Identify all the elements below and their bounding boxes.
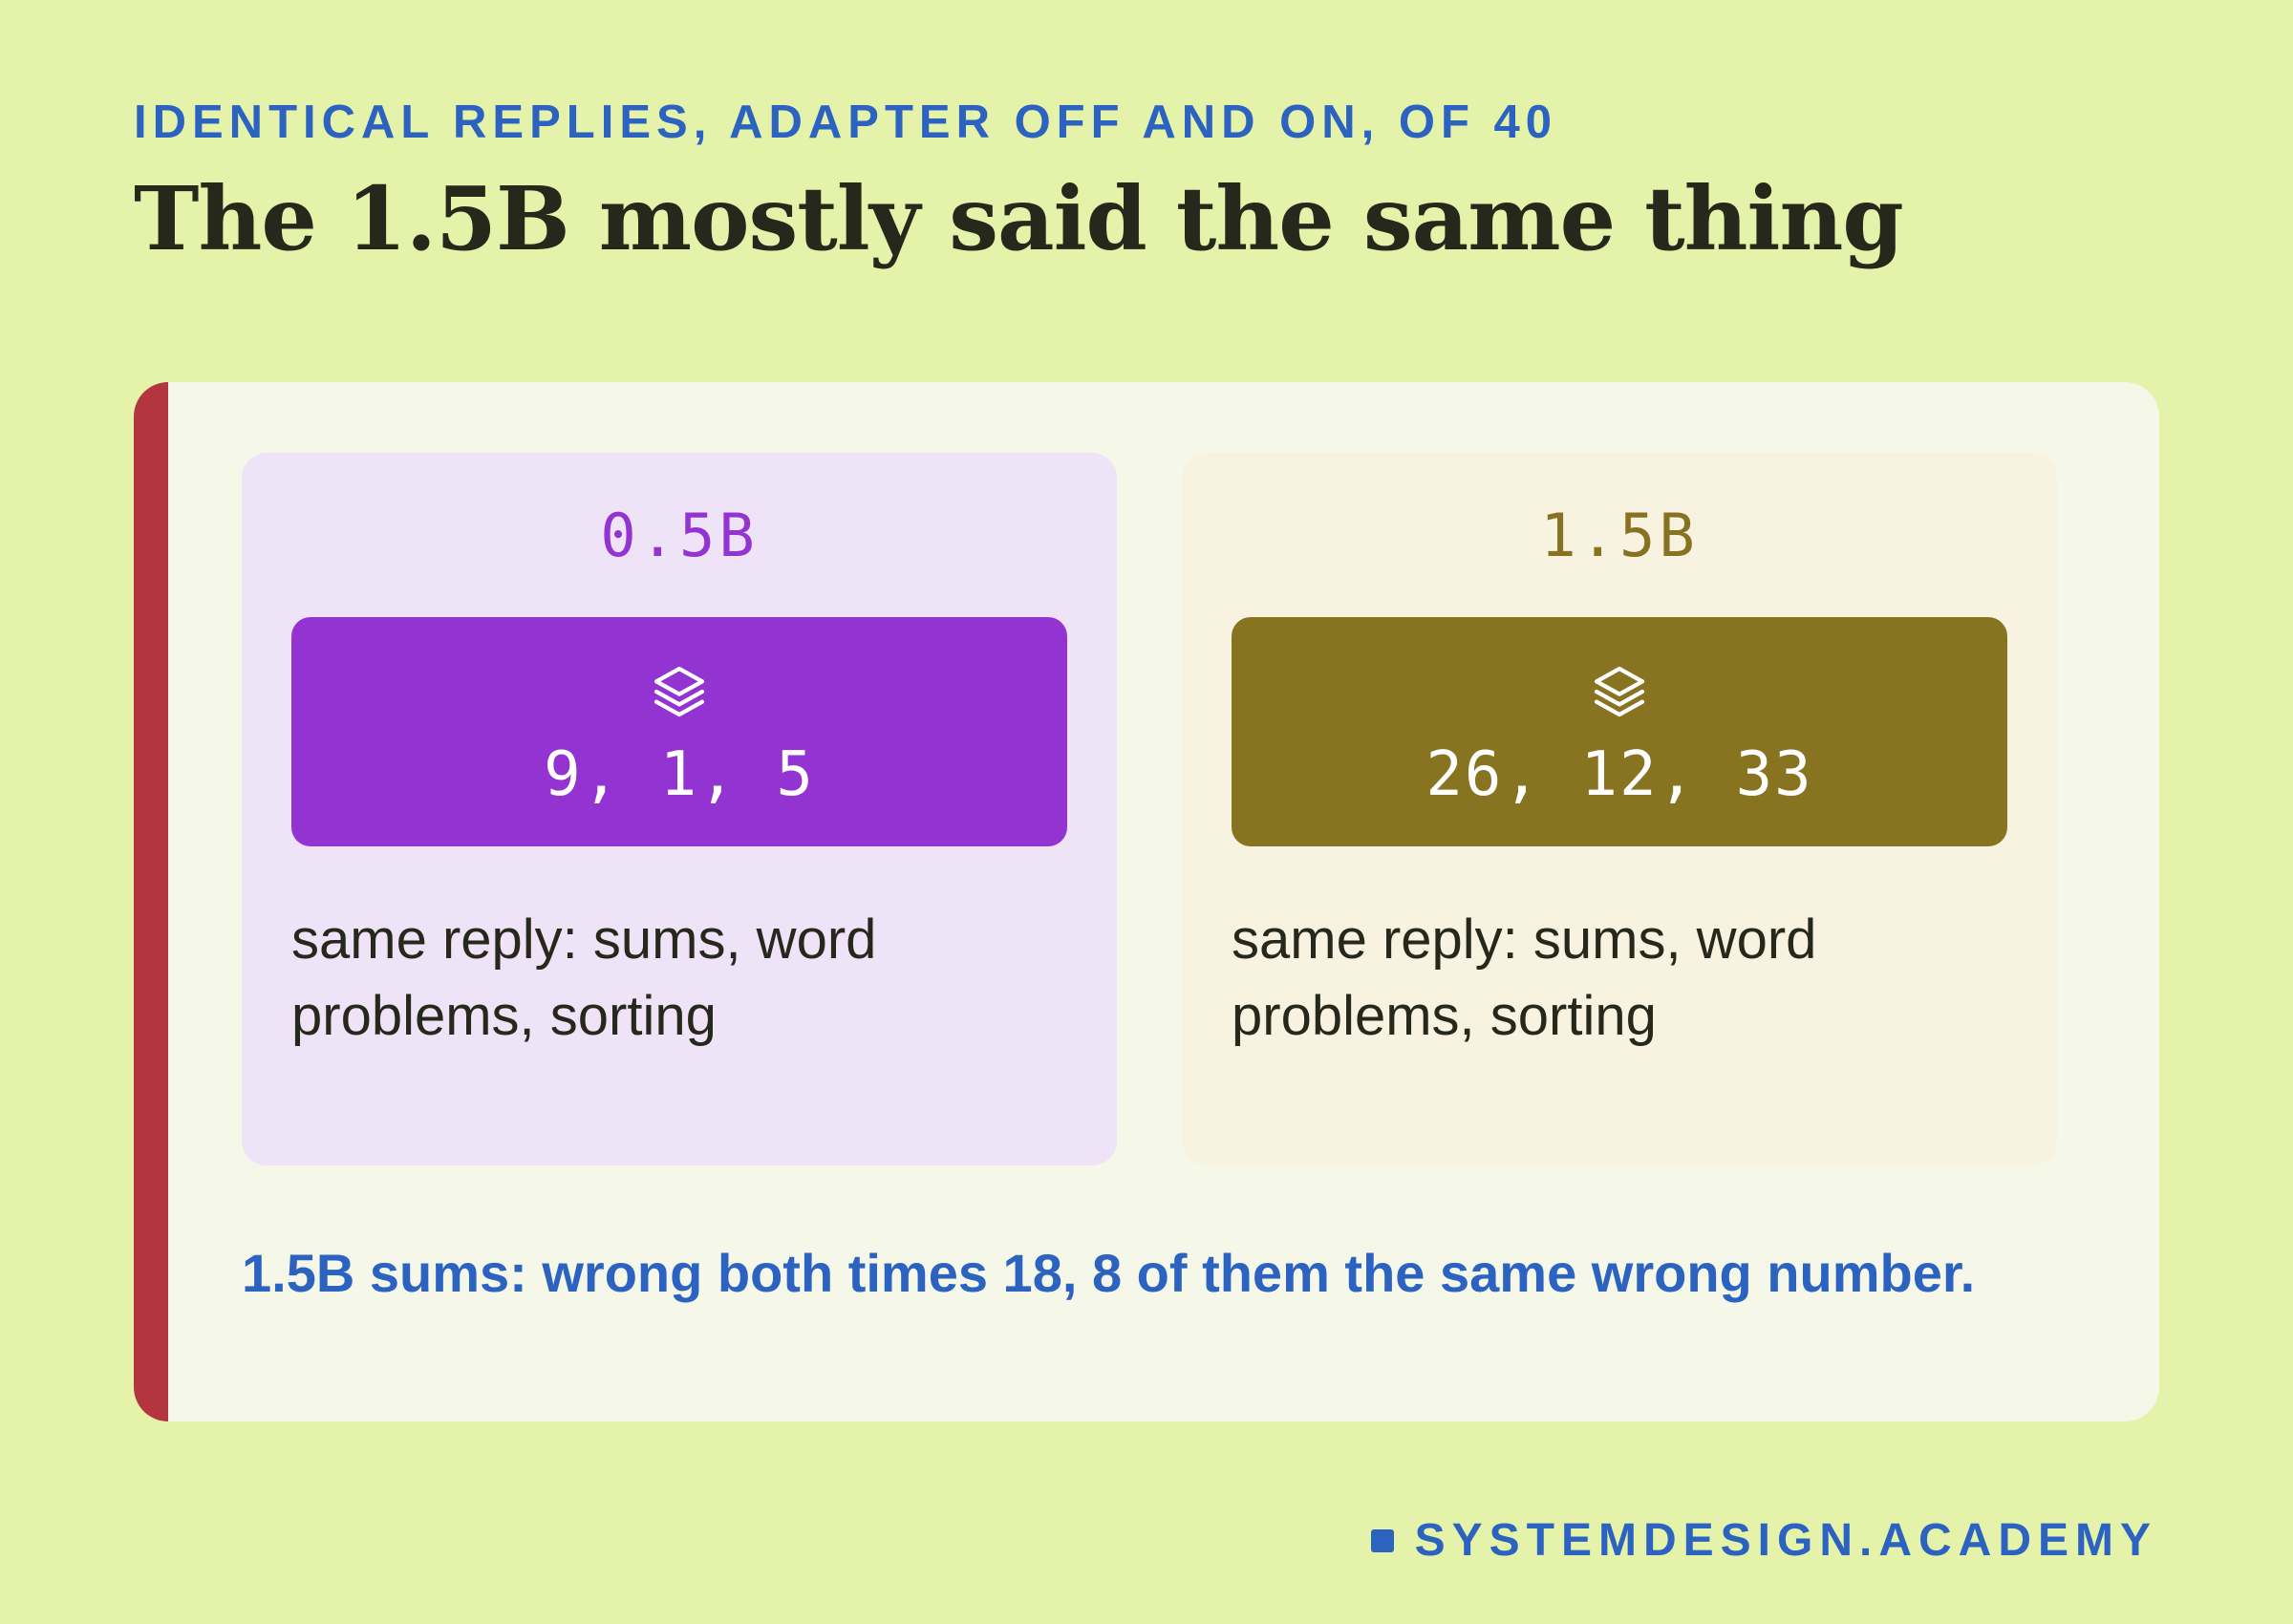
footnote: 1.5B sums: wrong both times 18, 8 of the… [242, 1243, 1976, 1303]
comparison-card: 0.5B 9, 1, 5 same reply: sums, word prob… [134, 382, 2159, 1421]
brand-text: SYSTEMDESIGN.ACADEMY [1414, 1515, 2157, 1566]
layers-icon [1594, 666, 1645, 717]
panel-note: same reply: sums, word problems, sorting [1232, 908, 1817, 1047]
identical-counts: 9, 1, 5 [544, 739, 815, 810]
identical-counts: 26, 12, 33 [1425, 739, 1813, 810]
value-block: 9, 1, 5 [291, 617, 1067, 846]
eyebrow-text: IDENTICAL REPLIES, ADAPTER OFF AND ON, O… [134, 96, 1558, 148]
panel-1-5b: 1.5B 26, 12, 33 same reply: sums, word p… [1182, 453, 2057, 1165]
brand-mark: SYSTEMDESIGN.ACADEMY [1370, 1514, 2157, 1567]
brand-square-icon [1370, 1528, 1394, 1552]
page-title: The 1.5B mostly said the same thing [134, 167, 1904, 270]
panel-note: same reply: sums, word problems, sorting [291, 908, 877, 1047]
layers-icon [654, 666, 705, 717]
panel-0-5b: 0.5B 9, 1, 5 same reply: sums, word prob… [242, 453, 1117, 1165]
panel-label: 0.5B [600, 501, 759, 570]
value-block: 26, 12, 33 [1232, 617, 2007, 846]
panel-label: 1.5B [1540, 501, 1699, 570]
card-accent-stripe [134, 382, 168, 1421]
